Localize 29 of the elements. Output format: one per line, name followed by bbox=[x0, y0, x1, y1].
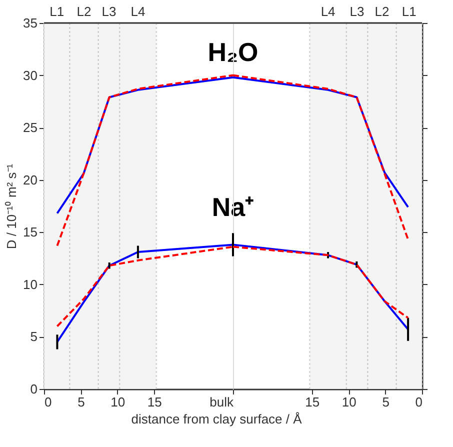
band-label: L4 bbox=[320, 4, 336, 19]
x-tick-label: 15 bbox=[147, 394, 162, 410]
y-tick-label: 30 bbox=[23, 68, 38, 83]
band-label: L3 bbox=[350, 4, 364, 19]
x-tick-label: 10 bbox=[342, 394, 356, 410]
x-tick-label: 0 bbox=[44, 394, 52, 410]
band-label: L2 bbox=[374, 4, 390, 19]
y-tick-label: 35 bbox=[23, 16, 38, 30]
y-tick-label: 0 bbox=[30, 382, 38, 396]
y-tick-label: 10 bbox=[23, 276, 38, 292]
y-tick-label: 15 bbox=[23, 224, 38, 240]
band-label: L2 bbox=[76, 4, 92, 19]
band-label: L3 bbox=[102, 4, 116, 19]
band-label: L1 bbox=[402, 4, 416, 19]
y-axis-title: D / 10⁻¹⁰ m² s⁻¹ bbox=[4, 163, 20, 250]
y-tick-label: 5 bbox=[30, 329, 38, 344]
annotation: H₂O bbox=[208, 37, 258, 67]
band-label: L4 bbox=[130, 4, 146, 19]
x-tick-label: 0 bbox=[415, 394, 422, 410]
x-tick-label: 10 bbox=[110, 394, 126, 410]
x-tick-label: bulk bbox=[210, 394, 234, 410]
y-tick-label: 25 bbox=[23, 120, 38, 136]
band-label: L1 bbox=[50, 4, 64, 19]
x-tick-label: 5 bbox=[78, 394, 85, 410]
x-tick-label: 15 bbox=[305, 394, 320, 410]
x-axis-title: distance from clay surface / Å bbox=[131, 412, 302, 426]
x-tick-label: 5 bbox=[382, 394, 390, 410]
annotation: Na⁺ bbox=[212, 192, 254, 222]
y-tick-label: 20 bbox=[23, 172, 38, 188]
